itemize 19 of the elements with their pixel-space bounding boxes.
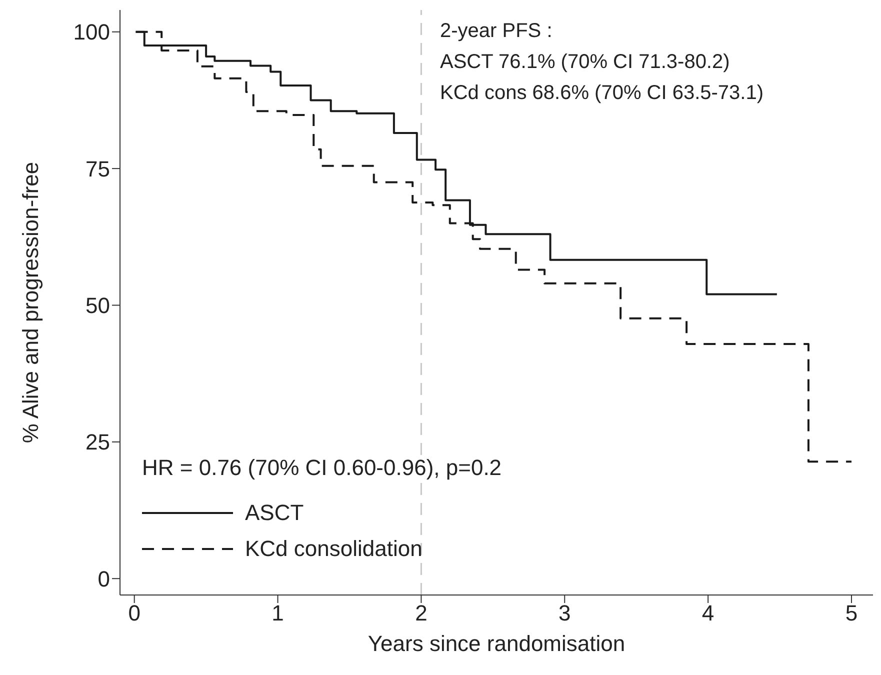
y-tick-label: 75	[86, 156, 110, 182]
y-tick-label: 0	[98, 566, 110, 592]
annotation: ASCT 76.1% (70% CI 71.3-80.2)	[440, 50, 731, 75]
x-axis-title: Years since randomisation	[368, 631, 626, 656]
x-tick-label: 1	[272, 600, 284, 626]
x-tick-label: 2	[415, 600, 428, 626]
y-tick-label: 50	[86, 293, 110, 318]
x-tick-label: 0	[128, 600, 140, 626]
y-axis-title: % Alive and progression-free	[18, 162, 43, 444]
x-tick-label: 4	[702, 600, 714, 626]
x-tick-label: 5	[845, 600, 858, 626]
x-tick-label: 3	[558, 600, 571, 626]
legend-label: KCd consolidation	[245, 536, 422, 562]
legend-label: ASCT	[245, 500, 304, 526]
y-tick-label: 25	[86, 430, 110, 455]
annotation: 2-year PFS :	[440, 19, 554, 44]
annotation: KCd cons 68.6% (70% CI 63.5-73.1)	[440, 81, 764, 106]
annotation: HR = 0.76 (70% CI 0.60-0.96), p=0.2	[142, 455, 502, 481]
y-tick-label: 100	[73, 20, 110, 45]
